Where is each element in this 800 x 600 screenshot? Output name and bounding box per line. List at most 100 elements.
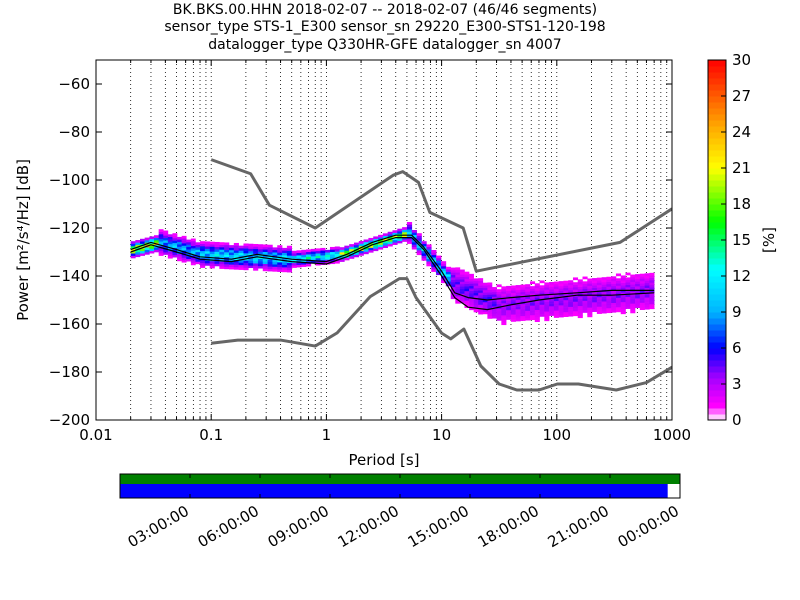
x-tick-label: 0.1 <box>199 426 223 444</box>
density-cell <box>596 311 602 314</box>
density-cell <box>572 287 579 290</box>
density-cell <box>606 310 612 314</box>
density-cell <box>301 252 307 255</box>
density-cell <box>558 290 564 294</box>
density-cell <box>487 304 493 307</box>
title-line-1: BK.BKS.00.HHN 2018-02-07 -- 2018-02-07 (… <box>172 2 598 18</box>
density-cell <box>501 298 507 302</box>
density-cell <box>426 261 432 264</box>
colorbar: 0 3 6 9 12 15 18 21 24 27 30 <box>707 51 751 429</box>
density-cell <box>277 254 283 258</box>
density-cell <box>553 281 559 285</box>
density-cell <box>392 242 398 245</box>
density-cell <box>402 239 408 242</box>
density-cell <box>534 319 540 323</box>
density-cell <box>329 261 336 265</box>
density-cell <box>577 315 583 319</box>
density-cell <box>436 255 442 259</box>
density-cell <box>167 253 173 257</box>
density-cell <box>601 296 607 300</box>
density-cell <box>534 307 540 311</box>
density-cell <box>611 300 617 304</box>
density-cell <box>529 286 536 289</box>
density-cell <box>219 244 225 248</box>
plot-frame <box>95 59 673 421</box>
density-cell <box>549 310 555 314</box>
density-cell <box>392 230 398 233</box>
density-cell <box>282 252 288 256</box>
density-cell <box>501 293 507 297</box>
density-cell <box>219 251 225 255</box>
density-cell <box>496 289 502 292</box>
density-cell <box>291 262 297 266</box>
density-cell <box>577 281 583 285</box>
density-cell <box>572 311 579 314</box>
density-cell <box>491 303 497 307</box>
density-cell <box>534 295 540 299</box>
density-cell <box>520 294 526 297</box>
density-cell <box>510 292 516 296</box>
colorbar-segment <box>708 186 726 193</box>
density-cell <box>195 251 201 255</box>
density-cell <box>520 308 526 312</box>
density-cell <box>459 293 465 297</box>
density-heatmap <box>130 222 655 326</box>
density-cell <box>630 279 636 283</box>
density-cell <box>506 307 512 311</box>
density-cell <box>625 272 631 276</box>
density-cell <box>592 306 598 310</box>
density-cell <box>620 297 626 300</box>
density-cell <box>620 287 626 291</box>
density-cell <box>464 290 470 294</box>
density-cell <box>515 309 521 312</box>
density-cell <box>353 249 360 253</box>
density-cell <box>310 256 316 259</box>
density-cell <box>544 311 550 314</box>
density-cell <box>592 297 598 300</box>
density-cell <box>487 294 493 298</box>
density-cell <box>625 303 631 307</box>
density-cell <box>469 305 474 308</box>
density-cell <box>209 248 215 252</box>
density-cell <box>200 241 206 244</box>
density-cell <box>606 303 612 306</box>
density-cell <box>639 292 645 296</box>
density-cell <box>368 249 374 253</box>
density-cell <box>253 246 259 250</box>
coverage-gaps-row <box>120 474 680 484</box>
density-cell <box>416 235 422 239</box>
density-cell <box>421 250 427 254</box>
density-cell <box>469 288 474 291</box>
density-cell <box>382 242 388 246</box>
density-cell <box>572 277 579 281</box>
density-cell <box>525 293 531 297</box>
density-cell <box>310 253 316 257</box>
density-cell <box>224 252 230 255</box>
density-cell <box>431 252 437 256</box>
colorbar-tick-label: 27 <box>732 87 751 105</box>
density-cell <box>491 294 497 297</box>
density-cell <box>334 246 340 250</box>
density-cell <box>315 262 321 266</box>
density-cell <box>301 257 307 260</box>
nlnm-curve <box>211 277 672 392</box>
density-cell <box>373 236 379 240</box>
density-cell <box>238 264 244 268</box>
density-cell <box>262 258 268 262</box>
coverage-time-label: 18:00:00 <box>475 502 542 551</box>
density-cell <box>487 316 493 319</box>
density-cell <box>563 280 569 284</box>
density-cell <box>353 247 360 251</box>
colorbar-segment <box>708 192 726 199</box>
density-cell <box>149 250 155 254</box>
density-cell <box>601 303 607 307</box>
density-cell <box>253 248 259 252</box>
colorbar-tick-label: 15 <box>732 231 751 249</box>
density-cell <box>515 306 521 310</box>
density-cell <box>506 295 512 299</box>
density-cell <box>510 316 516 320</box>
density-cell <box>186 244 192 248</box>
density-cell <box>606 286 612 290</box>
density-cell <box>649 306 655 310</box>
density-cell <box>200 260 206 264</box>
